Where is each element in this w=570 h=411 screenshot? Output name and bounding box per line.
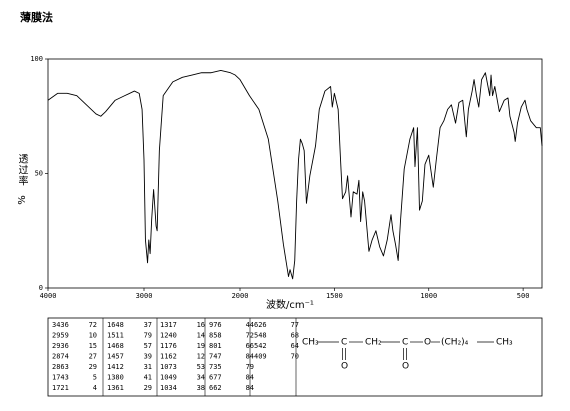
peak-wavenumber: 1162 — [160, 353, 177, 361]
peak-transmittance: 27 — [89, 353, 97, 361]
peak-transmittance: 15 — [89, 342, 97, 350]
peak-wavenumber: 747 — [209, 353, 222, 361]
y-tick-label: 100 — [30, 55, 43, 63]
structure-bonds — [318, 341, 494, 360]
peak-transmittance: 57 — [144, 342, 152, 350]
peak-transmittance: 72 — [89, 321, 97, 329]
peak-wavenumber: 1457 — [107, 353, 124, 361]
structure-atom: C — [341, 338, 347, 348]
peak-wavenumber: 542 — [254, 342, 267, 350]
peak-wavenumber: 976 — [209, 321, 222, 329]
structure-atom: O — [341, 362, 348, 372]
structure-atom: CH₃ — [496, 338, 513, 348]
structure-atom: CH₃ — [302, 338, 319, 348]
x-tick-label: 2000 — [232, 292, 249, 300]
peak-transmittance: 53 — [197, 363, 205, 371]
peak-transmittance: 14 — [197, 332, 205, 340]
y-tick-label: 50 — [35, 170, 43, 178]
x-tick-label: 1000 — [420, 292, 437, 300]
peak-wavenumber: 3436 — [52, 321, 69, 329]
peak-transmittance: 12 — [197, 353, 205, 361]
structure-atom: O — [424, 338, 431, 348]
peak-wavenumber: 858 — [209, 332, 222, 340]
peak-transmittance: 64 — [291, 342, 299, 350]
peak-wavenumber: 1361 — [107, 384, 124, 392]
peak-wavenumber: 548 — [254, 332, 267, 340]
peak-wavenumber: 662 — [209, 384, 222, 392]
peak-wavenumber: 1073 — [160, 363, 177, 371]
peak-transmittance: 4 — [93, 384, 97, 392]
peak-wavenumber: 1176 — [160, 342, 177, 350]
peak-transmittance: 19 — [197, 342, 205, 350]
peak-wavenumber: 2863 — [52, 363, 69, 371]
peak-wavenumber: 735 — [209, 363, 222, 371]
peak-transmittance: 84 — [246, 374, 254, 382]
peak-transmittance: 34 — [197, 374, 205, 382]
peak-table-frame — [47, 317, 543, 397]
structure-atom: CH₂ — [365, 338, 382, 348]
peak-transmittance: 70 — [291, 353, 299, 361]
peak-transmittance: 72 — [246, 332, 254, 340]
peak-transmittance: 38 — [197, 384, 205, 392]
peak-wavenumber: 1240 — [160, 332, 177, 340]
peak-transmittance: 44 — [246, 321, 254, 329]
peak-wavenumber: 1743 — [52, 374, 69, 382]
peak-wavenumber: 677 — [209, 374, 222, 382]
peak-transmittance: 5 — [93, 374, 97, 382]
peak-transmittance: 68 — [291, 332, 299, 340]
peak-transmittance: 31 — [144, 363, 152, 371]
structure-atom: O — [402, 362, 409, 372]
peak-wavenumber: 801 — [209, 342, 222, 350]
peak-wavenumber: 626 — [254, 321, 267, 329]
x-axis-label: 波数/cm⁻¹ — [266, 298, 314, 311]
spectrum-line — [47, 70, 543, 280]
peak-wavenumber: 2936 — [52, 342, 69, 350]
peak-wavenumber: 1511 — [107, 332, 124, 340]
peak-transmittance: 41 — [144, 374, 152, 382]
table-dividers — [102, 318, 297, 396]
peak-wavenumber: 1721 — [52, 384, 69, 392]
peak-wavenumber: 1468 — [107, 342, 124, 350]
peak-transmittance: 29 — [89, 363, 97, 371]
y-axis-unit: % — [17, 195, 28, 205]
peak-wavenumber: 1317 — [160, 321, 177, 329]
peak-wavenumber: 2959 — [52, 332, 69, 340]
peak-transmittance: 29 — [144, 384, 152, 392]
peak-wavenumber: 1034 — [160, 384, 177, 392]
x-tick-label: 3000 — [136, 292, 153, 300]
structure-atom: (CH₂)₄ — [441, 338, 469, 348]
peak-transmittance: 84 — [246, 384, 254, 392]
x-tick-label: 1500 — [326, 292, 343, 300]
peak-wavenumber: 1412 — [107, 363, 124, 371]
peak-transmittance: 79 — [246, 363, 254, 371]
x-tick-label: 500 — [517, 292, 530, 300]
y-tick-label: 0 — [39, 284, 43, 292]
peak-wavenumber: 1648 — [107, 321, 124, 329]
structure-atom: C — [402, 338, 408, 348]
peak-transmittance: 16 — [197, 321, 205, 329]
peak-transmittance: 79 — [144, 332, 152, 340]
peak-wavenumber: 1380 — [107, 374, 124, 382]
y-axis-label: 透过率 — [16, 153, 28, 186]
peak-transmittance: 77 — [291, 321, 299, 329]
peak-wavenumber: 2874 — [52, 353, 69, 361]
peak-transmittance: 66 — [246, 342, 254, 350]
peak-wavenumber: 1049 — [160, 374, 177, 382]
chart-title: 薄膜法 — [20, 10, 53, 24]
peak-transmittance: 37 — [144, 321, 152, 329]
x-tick-label: 4000 — [40, 292, 57, 300]
peak-transmittance: 10 — [89, 332, 97, 340]
peak-transmittance: 84 — [246, 353, 254, 361]
peak-transmittance: 39 — [144, 353, 152, 361]
peak-wavenumber: 409 — [254, 353, 267, 361]
